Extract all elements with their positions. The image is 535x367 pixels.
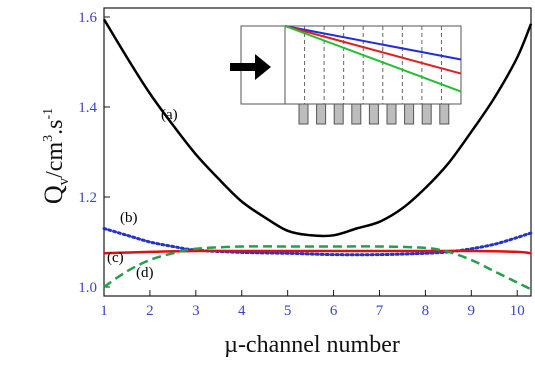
series-line-b [102, 227, 533, 257]
inset-diagram [230, 25, 462, 125]
series-line-a [102, 18, 533, 238]
ylabel-sub: v [56, 177, 72, 185]
inset-line [284, 25, 462, 75]
inset-outlet-block [368, 103, 379, 125]
inset-line [284, 25, 462, 93]
x-tick-label: 8 [422, 303, 430, 319]
ylabel-sup2: -1 [41, 108, 56, 120]
inset-outlet-block [386, 103, 397, 125]
inset-outlet-block [298, 103, 309, 125]
ylabel-unit: /cm [42, 142, 68, 178]
x-tick-label: 4 [238, 303, 246, 319]
y-axis-title: Qv/cm3.s-1 [39, 108, 72, 204]
inset-profile-lines [284, 25, 462, 93]
inset-line [284, 25, 462, 61]
label-b: (b) [120, 210, 138, 226]
ylabel-main: Q [39, 185, 68, 204]
inset-dividers [304, 26, 442, 104]
inset-outlet-block [404, 103, 415, 125]
label-d: (d) [136, 265, 154, 281]
inset-channel-box [284, 25, 462, 105]
x-axis-title: µ-channel number [224, 332, 400, 358]
y-tick-label: 1.6 [78, 10, 97, 26]
x-tick-label: 2 [146, 303, 154, 319]
x-tick-label: 3 [192, 303, 200, 319]
x-tick-label: 10 [510, 303, 525, 319]
x-tick-label: 9 [468, 303, 476, 319]
x-tick-label: 1 [100, 303, 108, 319]
label-a: (a) [161, 107, 178, 123]
y-tick-label: 1.4 [78, 100, 97, 116]
y-tick-label: 1.2 [78, 190, 97, 206]
inset-outlet-block [333, 103, 344, 125]
y-tick-label: 1.0 [78, 280, 97, 296]
flow-arrow-icon [230, 54, 271, 80]
inset-outlet-block [351, 103, 362, 125]
series-layer [102, 18, 533, 291]
x-tick-label: 6 [330, 303, 338, 319]
x-tick-label: 5 [284, 303, 292, 319]
label-c: (c) [107, 250, 124, 266]
x-tick-label: 7 [376, 303, 384, 319]
ticks: 1 2 3 4 5 6 7 8 9 10 1.0 1.2 1.4 1.6 [78, 10, 524, 319]
ylabel-rest: .s [42, 120, 68, 135]
inset-outlet-block [316, 103, 327, 125]
ylabel-sup: 3 [41, 135, 56, 142]
inset-outlet-block [439, 103, 450, 125]
svg-text:Qv/cm3.s-1: Qv/cm3.s-1 [39, 108, 72, 204]
series-line-d [103, 245, 532, 291]
inset-outlet-block [421, 103, 432, 125]
inset-outlet-blocks [298, 103, 450, 125]
